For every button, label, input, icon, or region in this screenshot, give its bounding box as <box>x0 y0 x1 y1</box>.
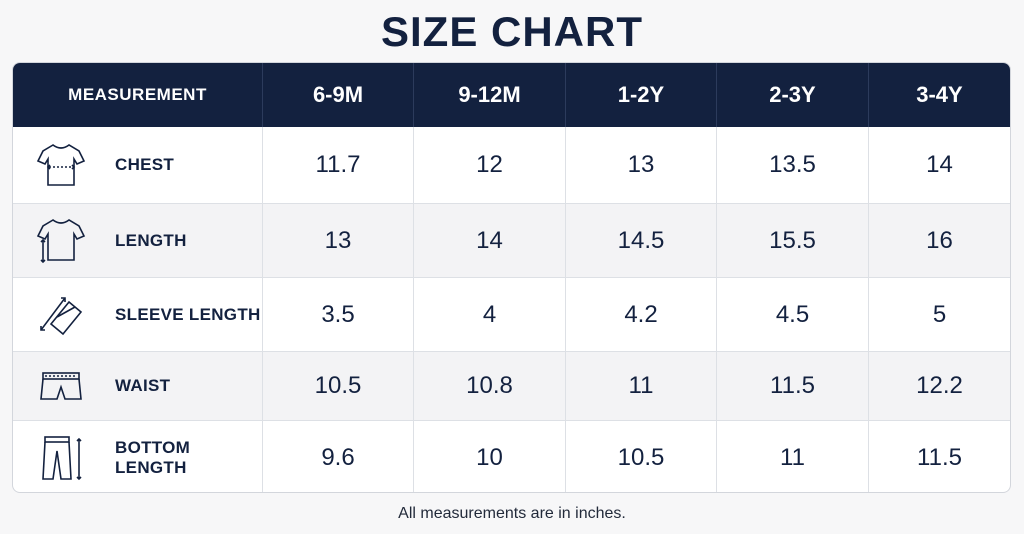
sleeve-length-icon <box>33 290 89 340</box>
pants-length-icon <box>33 433 89 483</box>
row-label: SLEEVE LENGTH <box>115 304 261 324</box>
row-label: CHEST <box>115 155 175 174</box>
table-cell: 11.5 <box>917 443 962 471</box>
table-cell: 9.6 <box>263 421 414 492</box>
header-size: 3-4Y <box>916 82 963 107</box>
row-label-cell: SLEEVE LENGTH <box>13 278 263 351</box>
table-header-row: MEASUREMENT 6-9M 9-12M 1-2Y 2-3Y 3-4Y <box>13 63 1010 127</box>
table-cell: 12.2 <box>916 372 963 399</box>
row-label-cell: BOTTOM LENGTH <box>13 421 263 492</box>
table-cell: 13 <box>263 204 414 277</box>
table-cell: 14.5 <box>566 204 717 277</box>
table-row: SLEEVE LENGTH 3.5 4 4.2 4.5 5 <box>13 278 1010 352</box>
table-cell: 13.5 <box>717 127 869 203</box>
table-cell: 14 <box>414 204 566 277</box>
row-label: BOTTOM LENGTH <box>115 437 191 477</box>
table-cell: 4.2 <box>566 278 717 351</box>
header-size: 1-2Y <box>566 63 717 127</box>
table-cell: 11.5 <box>717 352 869 420</box>
page-title: SIZE CHART <box>381 8 643 55</box>
header-size: 6-9M <box>263 63 414 127</box>
size-chart-table: MEASUREMENT 6-9M 9-12M 1-2Y 2-3Y 3-4Y CH… <box>12 62 1011 493</box>
row-label: LENGTH <box>115 230 187 250</box>
table-cell: 15.5 <box>717 204 869 277</box>
table-row: WAIST 10.5 10.8 11 11.5 12.2 <box>13 352 1010 421</box>
header-size: 2-3Y <box>717 63 869 127</box>
header-measurement: MEASUREMENT <box>13 63 263 127</box>
table-cell: 3.5 <box>263 278 414 351</box>
row-label: WAIST <box>115 376 171 395</box>
table-cell: 16 <box>926 226 953 254</box>
table-cell: 14 <box>926 151 953 178</box>
row-label-cell: CHEST <box>13 127 263 203</box>
table-row: CHEST 11.7 12 13 13.5 14 <box>13 127 1010 204</box>
table-cell: 12 <box>414 127 566 203</box>
table-cell: 5 <box>932 300 947 328</box>
table-cell: 10.5 <box>566 421 717 492</box>
shorts-waist-icon <box>33 361 89 411</box>
row-label-cell: WAIST <box>13 352 263 420</box>
table-cell: 11.7 <box>263 127 414 203</box>
table-row: BOTTOM LENGTH 9.6 10 10.5 11 11.5 <box>13 421 1010 492</box>
tshirt-chest-icon <box>33 140 89 190</box>
table-cell: 10.5 <box>263 352 414 420</box>
footnote: All measurements are in inches. <box>398 505 626 522</box>
table-cell: 4 <box>414 278 566 351</box>
tshirt-length-icon <box>33 216 89 266</box>
header-size: 9-12M <box>414 63 566 127</box>
table-row: LENGTH 13 14 14.5 15.5 16 <box>13 204 1010 278</box>
table-cell: 11 <box>717 421 869 492</box>
table-cell: 13 <box>566 127 717 203</box>
row-label-cell: LENGTH <box>13 204 263 277</box>
table-cell: 11 <box>566 352 717 420</box>
table-cell: 10 <box>414 421 566 492</box>
table-cell: 4.5 <box>717 278 869 351</box>
table-cell: 10.8 <box>414 352 566 420</box>
